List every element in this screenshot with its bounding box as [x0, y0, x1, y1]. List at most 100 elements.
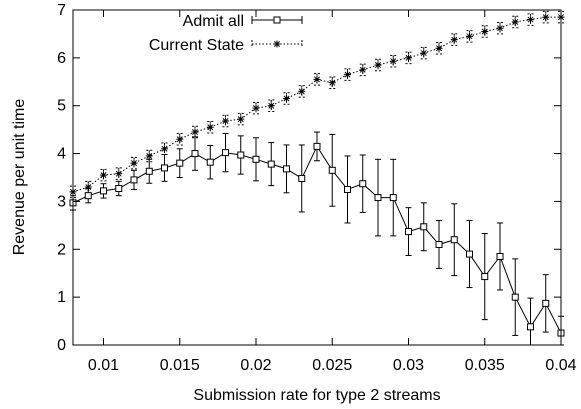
point-current-state: [267, 102, 275, 110]
star-stroke: [100, 172, 107, 179]
point-admit-all: [405, 228, 412, 236]
point-admit-all: [328, 166, 336, 174]
point-admit-all: [115, 185, 123, 193]
point-admit-all: [450, 236, 458, 244]
point-admit-all: [298, 174, 306, 182]
star-stroke: [481, 28, 488, 35]
star-stroke: [405, 54, 412, 61]
star-stroke: [542, 14, 549, 21]
point-admit-all: [161, 164, 168, 172]
point-admit-all: [191, 150, 199, 158]
star-stroke: [375, 62, 381, 69]
axis-ticks: 0.01 0.015 0.02 0.025 0.03 0.035 0.04 0 1 2 3 4 5 6 7: [57, 2, 577, 374]
point-current-state: [161, 145, 168, 153]
star-stroke: [512, 18, 519, 25]
x-tick-label: 0.02: [240, 357, 271, 374]
y-tick-label: 2: [57, 241, 66, 258]
point-admit-all: [344, 185, 351, 193]
point-current-state: [511, 18, 519, 26]
point-admit-all: [100, 187, 107, 195]
star-stroke: [253, 105, 259, 112]
y-tick-label: 7: [57, 2, 66, 19]
y-tick-label: 0: [57, 337, 66, 354]
x-tick-label: 0.015: [160, 357, 200, 374]
x-tick-label: 0.035: [465, 357, 505, 374]
y-tick-label: 1: [57, 289, 66, 306]
star-stroke: [451, 36, 458, 43]
star-stroke: [115, 170, 122, 177]
point-current-state: [222, 117, 229, 125]
star-stroke: [146, 152, 153, 159]
point-admit-all: [313, 142, 321, 150]
star-stroke: [176, 136, 183, 143]
point-admit-all: [84, 192, 92, 200]
point-current-state: [496, 24, 504, 32]
star-stroke: [298, 88, 305, 95]
point-admit-all: [496, 252, 504, 260]
point-admit-all: [252, 155, 260, 163]
star-stroke: [466, 33, 473, 40]
legend-marker-current-state: [273, 40, 281, 48]
point-current-state: [191, 128, 199, 136]
plot-area: [69, 10, 565, 346]
series-current-state: [69, 10, 565, 199]
point-admit-all: [481, 273, 489, 281]
x-tick-label: 0.025: [312, 357, 352, 374]
star-stroke: [131, 160, 137, 167]
point-current-state: [542, 13, 550, 21]
point-current-state: [283, 95, 290, 103]
legend: Admit all Current State: [149, 13, 303, 54]
point-admit-all: [267, 160, 275, 168]
plot-frame: [72, 9, 562, 346]
point-current-state: [344, 71, 351, 79]
legend-label-admit-all: Admit all: [183, 13, 244, 30]
point-current-state: [252, 104, 260, 112]
y-axis-label: Revenue per unit time: [11, 99, 28, 256]
point-admit-all: [389, 194, 397, 202]
point-admit-all: [511, 293, 519, 301]
point-current-state: [328, 79, 336, 87]
series-line-current-state: [72, 16, 561, 193]
point-admit-all: [176, 159, 184, 167]
series-admit-all: [69, 131, 565, 346]
point-current-state: [206, 123, 214, 131]
point-current-state: [176, 135, 184, 143]
star-stroke: [314, 76, 320, 83]
point-admit-all: [542, 299, 550, 307]
point-admit-all: [527, 323, 534, 331]
star-stroke: [359, 66, 366, 73]
star-stroke: [192, 129, 198, 136]
x-axis-label: Submission rate for type 2 streams: [193, 387, 440, 404]
star-stroke: [390, 58, 397, 65]
y-tick-label: 5: [57, 98, 66, 115]
point-current-state: [359, 66, 367, 74]
point-current-state: [313, 75, 321, 83]
x-tick-label: 0.03: [393, 357, 424, 374]
point-admit-all: [374, 194, 382, 202]
star-stroke: [344, 71, 351, 78]
x-tick-label: 0.04: [545, 357, 576, 374]
star-stroke: [161, 145, 168, 152]
point-current-state: [130, 159, 138, 167]
point-admit-all: [466, 250, 473, 258]
star-stroke: [436, 45, 442, 52]
legend-marker-admit-all: [273, 16, 281, 24]
star-stroke: [283, 95, 290, 102]
legend-label-current-state: Current State: [149, 37, 244, 54]
star-stroke: [207, 124, 214, 131]
star-stroke: [329, 79, 336, 86]
y-tick-label: 3: [57, 193, 66, 210]
point-admit-all: [145, 167, 153, 175]
point-current-state: [237, 115, 245, 123]
point-current-state: [481, 28, 489, 36]
point-current-state: [100, 171, 107, 179]
point-current-state: [466, 32, 473, 40]
star-stroke: [222, 118, 229, 125]
x-tick-label: 0.01: [88, 357, 119, 374]
point-admit-all: [206, 158, 214, 166]
star-stroke: [268, 102, 275, 109]
star-stroke: [420, 50, 427, 57]
point-admit-all: [130, 176, 138, 184]
point-current-state: [420, 49, 428, 57]
